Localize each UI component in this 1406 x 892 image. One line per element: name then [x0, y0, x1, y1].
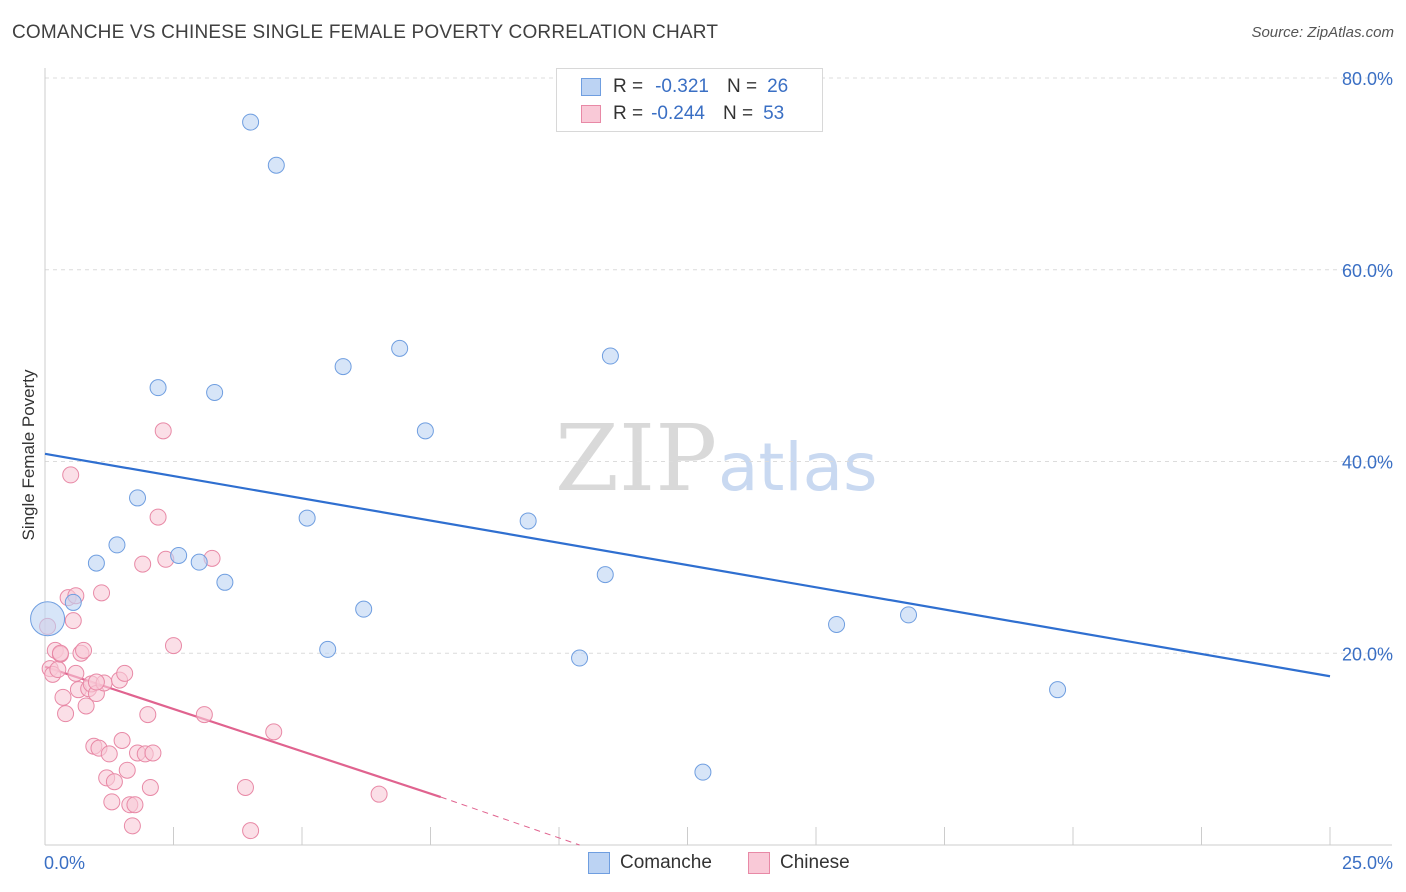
chinese-point — [118, 761, 136, 779]
chinese-point — [154, 422, 172, 440]
legend-row-comanche: R = -0.321 N = 26 — [581, 76, 788, 98]
axes — [44, 68, 1392, 846]
chinese-point — [116, 664, 134, 682]
watermark-zip: ZIP — [555, 405, 717, 512]
grid — [45, 77, 1392, 654]
chinese-point — [54, 688, 72, 706]
chinese-point — [93, 584, 111, 602]
y-tick-label: 40.0% — [1342, 453, 1393, 473]
chinese-trend-line — [44, 665, 442, 799]
comanche-point — [519, 512, 537, 530]
chinese-point — [242, 822, 260, 840]
bottom-legend-chinese: Chinese — [748, 852, 850, 874]
chinese-point — [265, 723, 283, 741]
comanche-point — [334, 358, 352, 376]
comanche-point — [206, 383, 224, 401]
comanche-point — [242, 113, 260, 131]
bottom-legend-swatch-chinese — [748, 852, 770, 874]
chinese-point — [105, 773, 123, 791]
comanche-point — [216, 573, 234, 591]
legend-n-value: 26 — [767, 76, 789, 97]
legend-r-label: R = — [613, 76, 644, 97]
legend-r-label: R = — [613, 103, 644, 124]
comanche-point — [170, 546, 188, 564]
comanche-point — [190, 553, 208, 571]
chinese-point — [139, 706, 157, 724]
chinese-point — [149, 508, 167, 526]
chinese-trend-extension — [440, 796, 580, 846]
bottom-legend: Comanche Chinese — [0, 852, 1406, 878]
chinese-point — [75, 641, 93, 659]
x-tick-label: 0.0% — [44, 853, 85, 873]
comanche-point — [694, 763, 712, 781]
comanche-point — [355, 600, 373, 618]
comanche-point — [828, 615, 846, 633]
comanche-point — [149, 379, 167, 397]
bottom-legend-comanche: Comanche — [588, 852, 712, 874]
comanche-point — [391, 339, 409, 357]
trend-lines — [44, 452, 1331, 846]
legend: R = -0.321 N = 26 R = -0.244 N = 53 — [556, 68, 823, 132]
chinese-point — [144, 744, 162, 762]
comanche-trend-line — [44, 452, 1331, 678]
legend-r-value: -0.321 — [655, 76, 709, 97]
comanche-point — [298, 509, 316, 527]
bottom-legend-label-comanche: Comanche — [620, 852, 712, 873]
comanche-point — [900, 606, 918, 624]
chinese-point — [123, 817, 141, 835]
tick-labels: 20.0% 40.0% 60.0% 80.0% 0.0% 25.0% — [44, 69, 1393, 873]
legend-row-chinese: R = -0.244 N = 53 — [581, 103, 784, 125]
chinese-point — [57, 705, 75, 723]
comanche-point — [129, 489, 147, 507]
chinese-point — [103, 793, 121, 811]
legend-swatch-comanche — [581, 78, 601, 96]
chinese-point — [51, 644, 69, 662]
comanche-point — [87, 554, 105, 572]
x-tick-label: 25.0% — [1342, 853, 1393, 873]
data-points — [30, 113, 1067, 840]
comanche-point — [30, 601, 66, 637]
chinese-point — [100, 745, 118, 763]
chinese-point — [87, 673, 105, 691]
chinese-point — [64, 612, 82, 630]
y-tick-label: 20.0% — [1342, 644, 1393, 664]
legend-n-label: N = — [722, 103, 754, 124]
bottom-legend-label-chinese: Chinese — [780, 852, 850, 873]
comanche-point — [108, 536, 126, 554]
comanche-point — [571, 649, 589, 667]
legend-r-value: -0.244 — [651, 103, 705, 124]
chart-title: COMANCHE VS CHINESE SINGLE FEMALE POVERT… — [12, 22, 719, 43]
chinese-point — [141, 778, 159, 796]
comanche-point — [1049, 681, 1067, 699]
comanche-point — [416, 422, 434, 440]
legend-n-value: 53 — [763, 103, 785, 124]
bottom-legend-swatch-comanche — [588, 852, 610, 874]
chinese-point — [67, 664, 85, 682]
watermark-atlas: atlas — [718, 429, 878, 506]
y-tick-label: 80.0% — [1342, 69, 1393, 89]
chinese-point — [236, 778, 254, 796]
chinese-point — [165, 637, 182, 655]
legend-n-label: N = — [726, 76, 758, 97]
legend-swatch-chinese — [581, 105, 601, 123]
comanche-point — [319, 640, 337, 658]
comanche-point — [596, 566, 614, 584]
y-axis-label: Single Female Poverty — [19, 369, 38, 541]
chinese-point — [113, 731, 131, 749]
chinese-point — [77, 697, 95, 715]
chinese-point — [370, 785, 388, 803]
chinese-point — [49, 661, 67, 679]
chinese-point — [134, 555, 152, 573]
chinese-point — [62, 466, 80, 484]
chinese-point — [126, 796, 144, 814]
chinese-point — [195, 706, 213, 724]
comanche-point — [64, 593, 82, 611]
comanche-point — [267, 156, 285, 174]
source-label: Source: ZipAtlas.com — [1251, 24, 1394, 41]
y-tick-label: 60.0% — [1342, 261, 1393, 281]
comanche-point — [601, 347, 619, 365]
